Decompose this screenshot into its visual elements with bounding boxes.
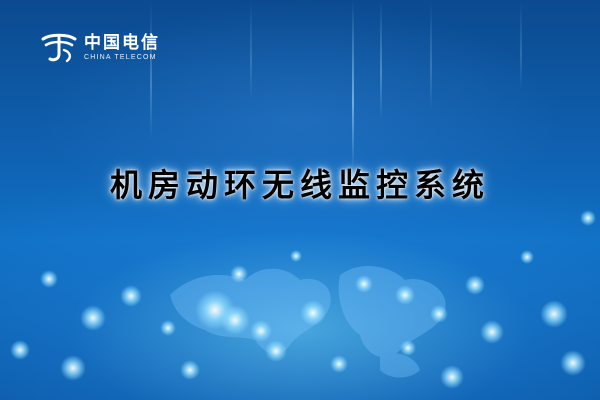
bokeh-light — [120, 285, 142, 307]
bokeh-light — [560, 350, 586, 376]
light-streak — [150, 0, 152, 140]
bokeh-light — [40, 270, 58, 288]
bokeh-light — [580, 210, 596, 226]
bokeh-light — [180, 360, 200, 380]
bokeh-light — [540, 300, 568, 328]
bokeh-light — [300, 300, 326, 326]
system-title: 机房动环无线监控系统 — [109, 166, 490, 204]
bokeh-light — [465, 275, 485, 295]
bokeh-light — [10, 340, 30, 360]
bokeh-light — [355, 275, 373, 293]
bokeh-light — [220, 305, 250, 335]
bokeh-light — [60, 355, 86, 381]
bokeh-light — [160, 320, 176, 336]
bokeh-light — [520, 250, 534, 264]
bokeh-light — [395, 285, 415, 305]
bokeh-light — [400, 340, 416, 356]
bokeh-light — [440, 365, 464, 389]
bokeh-light — [480, 320, 504, 344]
brand-text: 中国电信 CHINA TELECOM — [84, 34, 160, 61]
light-streak — [250, 0, 252, 100]
light-streak — [520, 0, 522, 90]
light-streak — [430, 0, 432, 110]
bokeh-light — [230, 265, 248, 283]
bokeh-light — [80, 305, 106, 331]
china-telecom-logo-icon — [41, 33, 77, 63]
bokeh-light — [250, 320, 272, 342]
bokeh-light — [430, 305, 448, 323]
bokeh-light — [330, 355, 348, 373]
light-streak — [352, 0, 354, 170]
brand-name-en: CHINA TELECOM — [84, 53, 157, 61]
bokeh-light — [290, 250, 302, 262]
brand-name-cn: 中国电信 — [84, 32, 160, 53]
bokeh-light — [265, 340, 287, 362]
light-streak — [380, 0, 382, 120]
brand-logo: 中国电信 CHINA TELECOM — [40, 30, 160, 64]
